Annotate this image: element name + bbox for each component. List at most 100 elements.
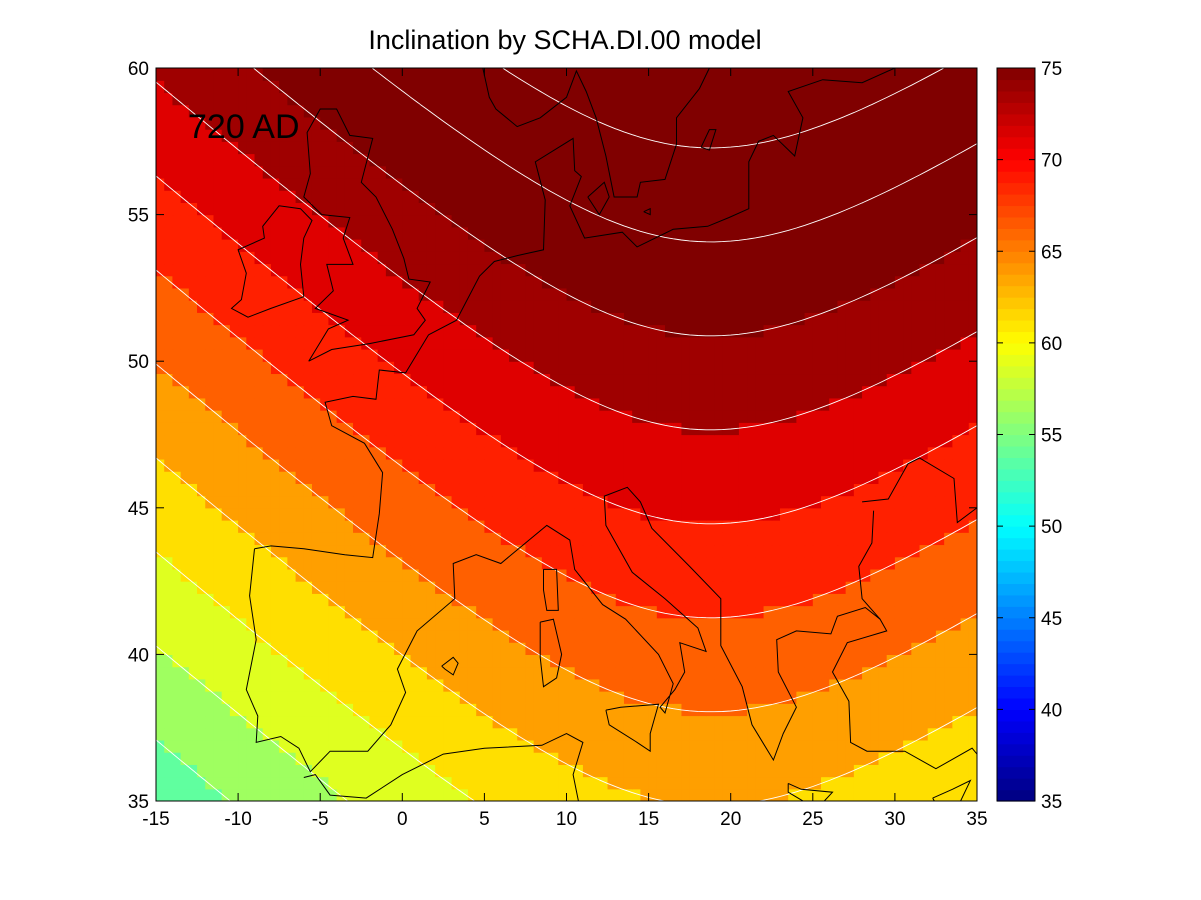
contour-cell (476, 764, 485, 778)
contour-cell (804, 300, 814, 313)
contour-cell (837, 507, 847, 521)
contour-cell (747, 752, 756, 765)
contour-cell (582, 532, 592, 546)
contour-cell (500, 361, 510, 375)
contour-cell (402, 336, 412, 350)
contour-cell (706, 776, 715, 790)
contour-cell (804, 190, 814, 203)
contour-cell (656, 581, 666, 594)
contour-cell (763, 666, 773, 680)
contour-cell (771, 666, 781, 680)
contour-cell (714, 556, 724, 570)
contour-cell (870, 532, 880, 546)
contour-cell (894, 239, 904, 252)
contour-cell (599, 471, 609, 484)
contour-cell (968, 397, 977, 411)
contour-cell (492, 703, 502, 717)
contour-cell (369, 422, 379, 436)
contour-cell (919, 642, 929, 655)
contour-cell (533, 422, 543, 436)
contour-cell (779, 703, 789, 717)
contour-cell (484, 654, 494, 668)
contour-cell (944, 275, 953, 289)
contour-cell (763, 581, 773, 594)
contour-cell (903, 214, 912, 228)
contour-cell (262, 373, 272, 387)
contour-cell (205, 190, 215, 203)
contour-cell (599, 361, 609, 375)
contour-cell (525, 520, 535, 533)
contour-cell (180, 605, 190, 619)
contour-cell (410, 678, 420, 692)
contour-cell (500, 776, 510, 790)
contour-cell (467, 739, 477, 753)
contour-cell (607, 226, 617, 240)
contour-cell (886, 251, 896, 265)
contour-cell (410, 446, 420, 460)
contour-cell (722, 483, 732, 497)
contour-cell (640, 348, 650, 362)
contour-cell (870, 324, 880, 338)
contour-cell (238, 483, 247, 497)
contour-cell (172, 361, 182, 375)
contour-cell (763, 385, 773, 399)
contour-cell (451, 446, 461, 460)
contour-cell (582, 764, 592, 778)
contour-cell (722, 336, 732, 350)
contour-cell (952, 605, 962, 619)
contour-cell (418, 434, 428, 448)
contour-cell (336, 764, 346, 778)
contour-cell (714, 642, 724, 655)
contour-cell (623, 495, 633, 509)
contour-cell (180, 348, 190, 362)
contour-cell (623, 788, 633, 801)
contour-cell (197, 275, 206, 289)
contour-cell (394, 251, 403, 265)
contour-cell (311, 581, 321, 594)
contour-cell (582, 703, 592, 717)
contour-cell (377, 617, 387, 631)
contour-cell (550, 410, 559, 423)
contour-cell (796, 348, 806, 362)
contour-cell (295, 727, 305, 741)
contour-cell (681, 727, 691, 741)
contour-cell (467, 520, 477, 533)
contour-cell (788, 691, 797, 704)
contour-cell (968, 593, 977, 607)
contour-cell (336, 190, 346, 203)
contour-cell (279, 752, 288, 765)
contour-cell (385, 348, 395, 362)
contour-cell (188, 336, 198, 350)
contour-cell (853, 300, 863, 313)
contour-cell (632, 422, 641, 436)
contour-cell (582, 300, 592, 313)
contour-cell (180, 727, 190, 741)
contour-cell (353, 764, 362, 778)
contour-cell (952, 348, 962, 362)
contour-cell (821, 520, 830, 533)
contour-cell (492, 764, 502, 778)
contour-cell (640, 190, 650, 203)
contour-cell (665, 495, 674, 509)
contour-cell (952, 263, 962, 277)
contour-cell (394, 422, 403, 436)
contour-cell (640, 471, 650, 484)
contour-cell (747, 422, 756, 436)
contour-cell (180, 764, 190, 778)
contour-cell (582, 263, 592, 277)
contour-cell (640, 263, 650, 277)
contour-cell (541, 788, 551, 801)
contour-cell (426, 495, 436, 509)
contour-cell (755, 312, 765, 326)
contour-cell (763, 361, 773, 375)
contour-cell (361, 422, 371, 436)
contour-cell (410, 275, 420, 289)
contour-cell (566, 581, 576, 594)
contour-cell (238, 458, 247, 472)
contour-cell (229, 251, 239, 265)
contour-cell (779, 275, 789, 289)
contour-cell (418, 752, 428, 765)
contour-cell (911, 568, 921, 582)
contour-cell (952, 275, 962, 289)
contour-cell (706, 287, 715, 301)
